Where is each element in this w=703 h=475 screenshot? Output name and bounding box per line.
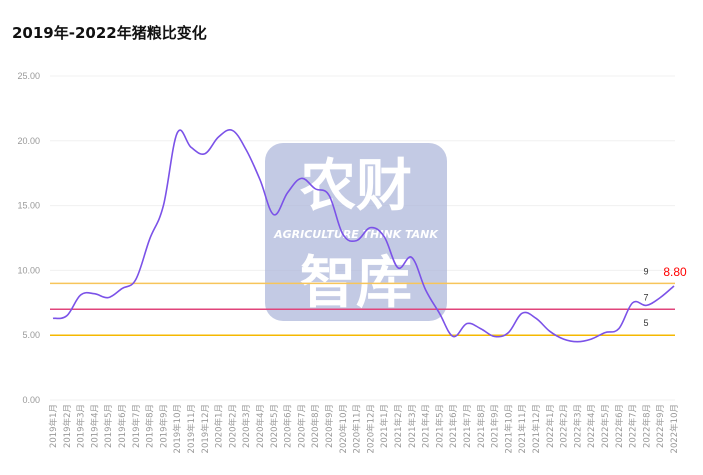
x-tick-label: 2019年11月 xyxy=(186,404,197,453)
x-tick-label: 2021年8月 xyxy=(476,404,487,448)
x-tick-label: 2020年11月 xyxy=(352,404,363,453)
y-tick-label: 5.00 xyxy=(22,330,40,340)
last-value-label: 8.80 xyxy=(663,265,687,279)
watermark-logo: 农财 AGRICULTURE THINK TANK 智库 xyxy=(265,143,447,321)
x-tick-label: 2019年9月 xyxy=(158,404,169,448)
x-tick-label: 2019年6月 xyxy=(117,404,128,448)
x-tick-label: 2021年10月 xyxy=(503,404,514,453)
x-tick-label: 2022年1月 xyxy=(545,404,556,448)
y-tick-label: 15.00 xyxy=(17,201,40,211)
x-tick-label: 2019年7月 xyxy=(131,404,142,448)
x-tick-label: 2019年3月 xyxy=(76,404,87,448)
x-tick-label: 2020年7月 xyxy=(296,404,307,448)
x-tick-label: 2021年7月 xyxy=(462,404,473,448)
y-tick-label: 0.00 xyxy=(22,395,40,405)
x-tick-label: 2022年8月 xyxy=(641,404,652,448)
x-tick-label: 2020年1月 xyxy=(214,404,225,448)
y-tick-label: 20.00 xyxy=(17,136,40,146)
x-tick-label: 2021年1月 xyxy=(379,404,390,448)
x-tick-label: 2019年2月 xyxy=(62,404,73,448)
svg-text:农财: 农财 xyxy=(300,154,412,219)
x-tick-label: 2020年2月 xyxy=(227,404,238,448)
x-tick-label: 2021年11月 xyxy=(517,404,528,453)
x-tick-label: 2021年9月 xyxy=(490,404,501,448)
x-tick-label: 2020年5月 xyxy=(269,404,280,448)
x-tick-label: 2021年12月 xyxy=(531,404,542,453)
x-tick-label: 2022年9月 xyxy=(655,404,666,448)
x-tick-label: 2020年12月 xyxy=(365,404,376,453)
x-tick-label: 2021年4月 xyxy=(421,404,432,448)
x-tick-label: 2021年5月 xyxy=(434,404,445,448)
x-tick-label: 2022年5月 xyxy=(600,404,611,448)
x-tick-label: 2022年3月 xyxy=(572,404,583,448)
x-tick-label: 2019年5月 xyxy=(103,404,114,448)
x-tick-label: 2020年10月 xyxy=(338,404,349,453)
reference-line-label: 9 xyxy=(643,266,648,276)
x-tick-label: 2021年6月 xyxy=(448,404,459,448)
x-tick-label: 2019年1月 xyxy=(48,404,59,448)
series-line xyxy=(52,129,675,343)
x-tick-label: 2022年10月 xyxy=(669,404,680,453)
x-tick-label: 2020年8月 xyxy=(310,404,321,448)
x-tick-label: 2022年7月 xyxy=(628,404,639,448)
x-tick-label: 2020年3月 xyxy=(241,404,252,448)
x-tick-label: 2022年2月 xyxy=(559,404,570,448)
x-tick-label: 2022年6月 xyxy=(614,404,625,448)
x-tick-label: 2020年6月 xyxy=(283,404,294,448)
x-tick-label: 2019年8月 xyxy=(145,404,156,448)
reference-line-label: 7 xyxy=(643,292,648,302)
x-tick-label: 2021年2月 xyxy=(393,404,404,448)
x-tick-label: 2020年9月 xyxy=(324,404,335,448)
svg-text:AGRICULTURE THINK TANK: AGRICULTURE THINK TANK xyxy=(273,228,439,241)
x-tick-label: 2019年10月 xyxy=(172,404,183,453)
y-tick-label: 25.00 xyxy=(17,71,40,81)
reference-line-label: 5 xyxy=(643,318,648,328)
x-tick-label: 2020年4月 xyxy=(255,404,266,448)
x-tick-label: 2022年4月 xyxy=(586,404,597,448)
y-tick-label: 10.00 xyxy=(17,265,40,275)
x-tick-label: 2019年12月 xyxy=(200,404,211,453)
chart-title: 2019年-2022年猪粮比变化 xyxy=(12,24,207,42)
x-tick-label: 2019年4月 xyxy=(89,404,100,448)
x-tick-label: 2021年3月 xyxy=(407,404,418,448)
